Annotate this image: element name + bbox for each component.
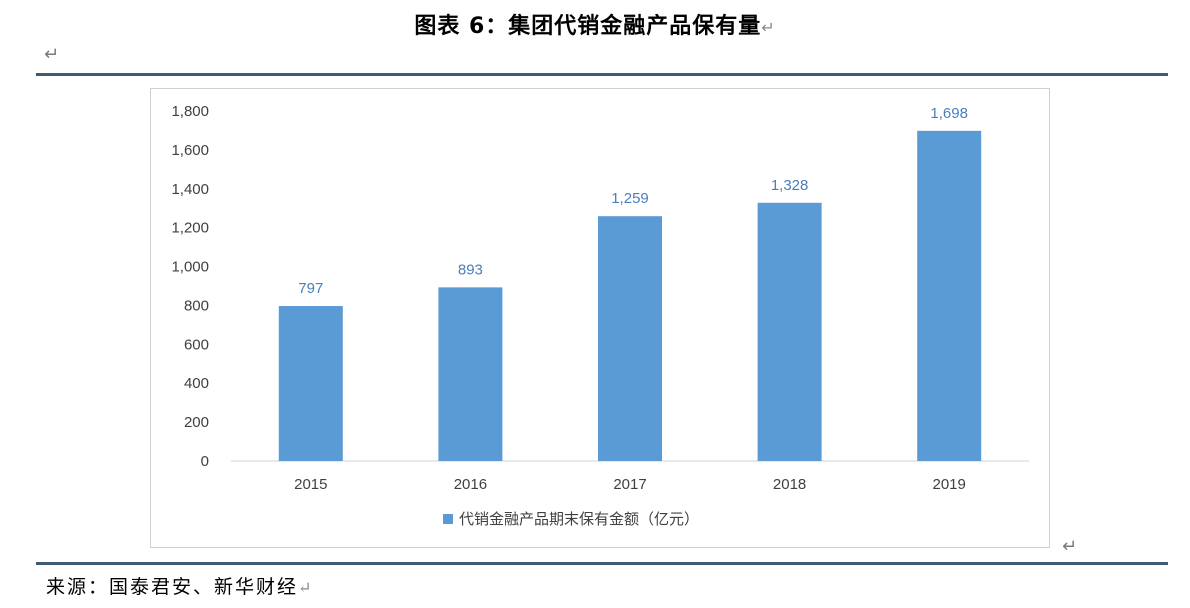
x-tick-label: 2015: [294, 476, 327, 493]
return-mark-title: ↵: [761, 18, 776, 37]
chart-frame: 0 200 400 600 800 1,000 1,200 1,400 1,600 1,800 79…: [150, 88, 1050, 548]
data-label: 1,328: [771, 177, 809, 194]
bottom-rule: [36, 562, 1168, 565]
data-label: 1,698: [930, 105, 968, 122]
top-rule: [36, 73, 1168, 76]
y-tick-label: 1,800: [171, 103, 209, 120]
y-tick-label: 600: [184, 336, 209, 353]
y-tick-label: 1,400: [171, 181, 209, 198]
bar: [917, 130, 982, 462]
bar: [278, 306, 343, 461]
bar: [438, 287, 503, 461]
bar: [598, 216, 662, 461]
figure-title: 图表 6：集团代销金融产品保有量↵: [0, 8, 1190, 40]
x-tick-label: 2019: [933, 476, 966, 493]
source-note: 来源：国泰君安、新华财经↵: [46, 572, 313, 599]
bar-chart: 0 200 400 600 800 1,000 1,200 1,400 1,600 1,800 79…: [171, 103, 1029, 528]
legend-label: 代销金融产品期末保有金额（亿元）: [459, 511, 699, 528]
figure-title-text: 图表 6：集团代销金融产品保有量: [414, 14, 762, 39]
data-label: 797: [298, 280, 323, 297]
data-label: 893: [458, 261, 483, 278]
y-tick-label: 200: [184, 414, 209, 431]
y-tick-label: 400: [184, 375, 209, 392]
return-mark-source: ↵: [298, 578, 314, 597]
legend-swatch: [443, 514, 453, 524]
source-text: 来源：国泰君安、新华财经: [46, 576, 299, 598]
paragraph-mark: ↵: [44, 44, 60, 65]
data-label: 1,259: [611, 190, 649, 207]
y-tick-label: 800: [184, 297, 209, 314]
y-tick-label: 1,600: [171, 142, 209, 159]
y-tick-label: 1,000: [171, 259, 209, 276]
x-tick-label: 2017: [613, 476, 646, 493]
x-tick-label: 2016: [454, 476, 487, 493]
y-tick-label: 0: [201, 453, 209, 470]
bar: [757, 202, 822, 461]
paragraph-mark-chart: ↵: [1062, 536, 1078, 557]
x-tick-label: 2018: [773, 476, 806, 493]
y-tick-label: 1,200: [171, 220, 209, 237]
